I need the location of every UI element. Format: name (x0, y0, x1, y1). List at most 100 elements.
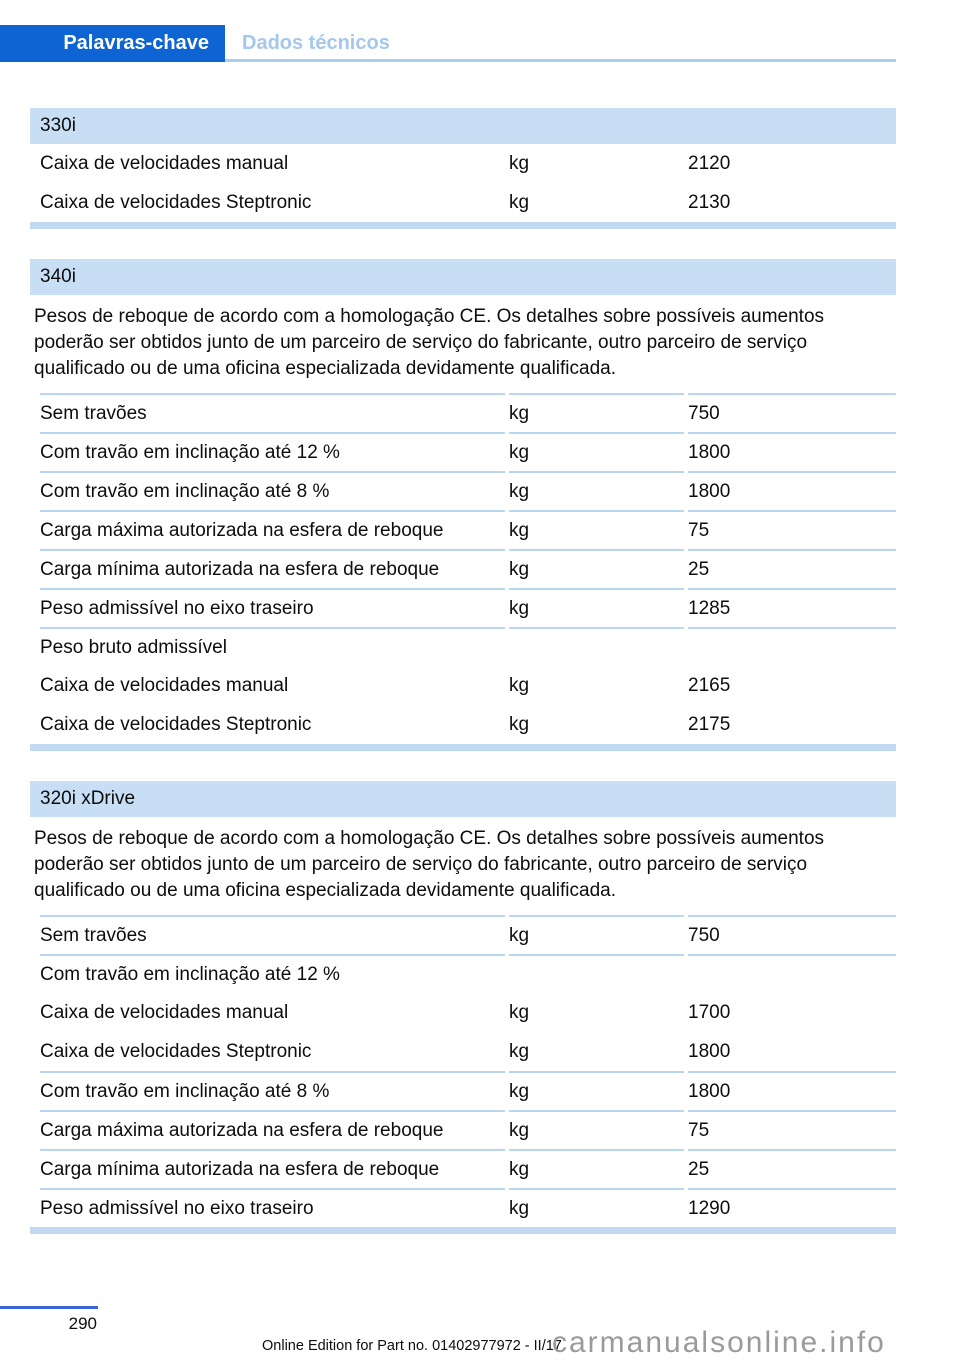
row-unit: kg (509, 393, 684, 432)
row-value: 1800 (688, 1071, 896, 1110)
row-unit: kg (509, 432, 684, 471)
table-row: Carga mínima autorizada na esfera de reb… (30, 1149, 896, 1188)
row-value: 75 (688, 1110, 896, 1149)
row-label: Sem travões (40, 393, 505, 432)
section-intro-text: Pesos de reboque de acordo com a homolog… (34, 828, 825, 901)
row-unit: kg (509, 471, 684, 510)
section-intro-text: Pesos de reboque de acordo com a homolog… (34, 306, 825, 379)
row-value: 1285 (688, 588, 896, 627)
row-value: 75 (688, 510, 896, 549)
section-320i-xdrive: 320i xDrive Pesos de reboque de acordo co… (30, 781, 896, 1234)
page-number: 290 (68, 1314, 97, 1333)
row-label: Peso bruto admissível (40, 627, 505, 666)
row-value: 750 (688, 915, 896, 954)
table-row: Caixa de velocidades Steptronic kg 2130 (30, 183, 896, 222)
row-value: 25 (688, 1149, 896, 1188)
row-label: Carga máxima autorizada na esfera de reb… (40, 510, 505, 549)
table-row: Caixa de velocidades manual kg 2120 (30, 144, 896, 183)
row-unit: kg (509, 1188, 684, 1227)
table-row: Sem travões kg 750 (30, 393, 896, 432)
section-title: 320i xDrive (40, 788, 136, 809)
section-end-bar (30, 744, 896, 751)
row-label: Caixa de velocidades Steptronic (40, 713, 312, 735)
table-row: Caixa de velocidades Steptronic kg 2175 (30, 705, 896, 744)
row-unit: kg (509, 1149, 684, 1188)
content-area: 330i Caixa de velocidades manual kg 2120 Cai… (0, 62, 960, 1234)
row-label: Caixa de velocidades manual (40, 152, 289, 174)
section-title-bar: 320i xDrive (30, 781, 896, 817)
row-label: Carga mínima autorizada na esfera de reb… (40, 1149, 505, 1188)
row-label: Sem travões (40, 915, 505, 954)
row-label: Carga máxima autorizada na esfera de reb… (40, 1110, 505, 1149)
row-unit: kg (509, 191, 530, 213)
row-label: Caixa de velocidades Steptronic (40, 1040, 312, 1062)
edition-note: Online Edition for Part no. 01402977972 … (262, 1338, 562, 1354)
row-value: 1800 (688, 1040, 731, 1062)
table-row: Com travão em inclinação até 8 % kg 1800 (30, 471, 896, 510)
row-value: 1700 (688, 1001, 731, 1023)
section-title: 330i (40, 115, 76, 136)
row-unit: kg (509, 1001, 530, 1023)
page-header: Palavras-chave Dados técnicos (0, 0, 960, 62)
table-row: Com travão em inclinação até 12 % (30, 954, 896, 993)
row-unit: kg (509, 674, 530, 696)
row-value: 2130 (688, 191, 731, 213)
section-title-bar: 340i (30, 259, 896, 295)
tab-palavras-chave[interactable]: Palavras-chave (0, 25, 225, 62)
tab-dados-tecnicos[interactable]: Dados técnicos (242, 25, 390, 62)
row-label: Caixa de velocidades manual (40, 674, 289, 696)
row-value: 1290 (688, 1188, 896, 1227)
table-row: Com travão em inclinação até 8 % kg 1800 (30, 1071, 896, 1110)
row-unit: kg (509, 549, 684, 588)
table-row: Carga máxima autorizada na esfera de reb… (30, 1110, 896, 1149)
row-unit: kg (509, 152, 530, 174)
row-label: Caixa de velocidades manual (40, 1001, 289, 1023)
header-underline (225, 59, 896, 62)
row-label: Com travão em inclinação até 12 % (40, 432, 505, 471)
table-row: Peso admissível no eixo traseiro kg 1285 (30, 588, 896, 627)
section-title: 340i (40, 266, 76, 287)
row-value: 750 (688, 393, 896, 432)
row-value: 1800 (688, 471, 896, 510)
row-unit: kg (509, 588, 684, 627)
table-row: Caixa de velocidades manual kg 2165 (30, 666, 896, 705)
row-label: Peso admissível no eixo traseiro (40, 1188, 505, 1227)
row-value (688, 954, 896, 993)
section-340i: 340i Pesos de reboque de acordo com a hom… (30, 259, 896, 751)
row-label: Com travão em inclinação até 8 % (40, 1071, 505, 1110)
row-label: Com travão em inclinação até 8 % (40, 471, 505, 510)
table-row: Carga mínima autorizada na esfera de reb… (30, 549, 896, 588)
row-unit: kg (509, 1071, 684, 1110)
row-value: 2120 (688, 152, 731, 174)
table-row: Peso admissível no eixo traseiro kg 1290 (30, 1188, 896, 1227)
row-value: 2175 (688, 713, 731, 735)
row-label: Carga mínima autorizada na esfera de reb… (40, 549, 505, 588)
row-value: 1800 (688, 432, 896, 471)
table-row: Carga máxima autorizada na esfera de reb… (30, 510, 896, 549)
row-value: 2165 (688, 674, 731, 696)
table-row: Sem travões kg 750 (30, 915, 896, 954)
row-unit: kg (509, 510, 684, 549)
table-row: Caixa de velocidades Steptronic kg 1800 (30, 1032, 896, 1071)
row-label: Com travão em inclinação até 12 % (40, 954, 505, 993)
row-value (688, 627, 896, 666)
row-value: 25 (688, 549, 896, 588)
row-unit: kg (509, 915, 684, 954)
table-row: Caixa de velocidades manual kg 1700 (30, 993, 896, 1032)
row-unit: kg (509, 1040, 530, 1062)
section-end-bar (30, 222, 896, 229)
row-unit: kg (509, 1110, 684, 1149)
section-330i: 330i Caixa de velocidades manual kg 2120 Cai… (30, 108, 896, 229)
section-title-bar: 330i (30, 108, 896, 144)
row-unit (509, 627, 684, 666)
table-row: Com travão em inclinação até 12 % kg 1800 (30, 432, 896, 471)
tab-dados-tecnicos-label: Dados técnicos (242, 32, 390, 54)
page-number-rule (0, 1306, 98, 1309)
section-end-bar (30, 1227, 896, 1234)
table-row: Peso bruto admissível (30, 627, 896, 666)
tab-palavras-chave-label: Palavras-chave (63, 32, 209, 54)
row-unit (509, 954, 684, 993)
row-label: Caixa de velocidades Steptronic (40, 191, 312, 213)
watermark: carmanualsonline.info (552, 1326, 886, 1359)
